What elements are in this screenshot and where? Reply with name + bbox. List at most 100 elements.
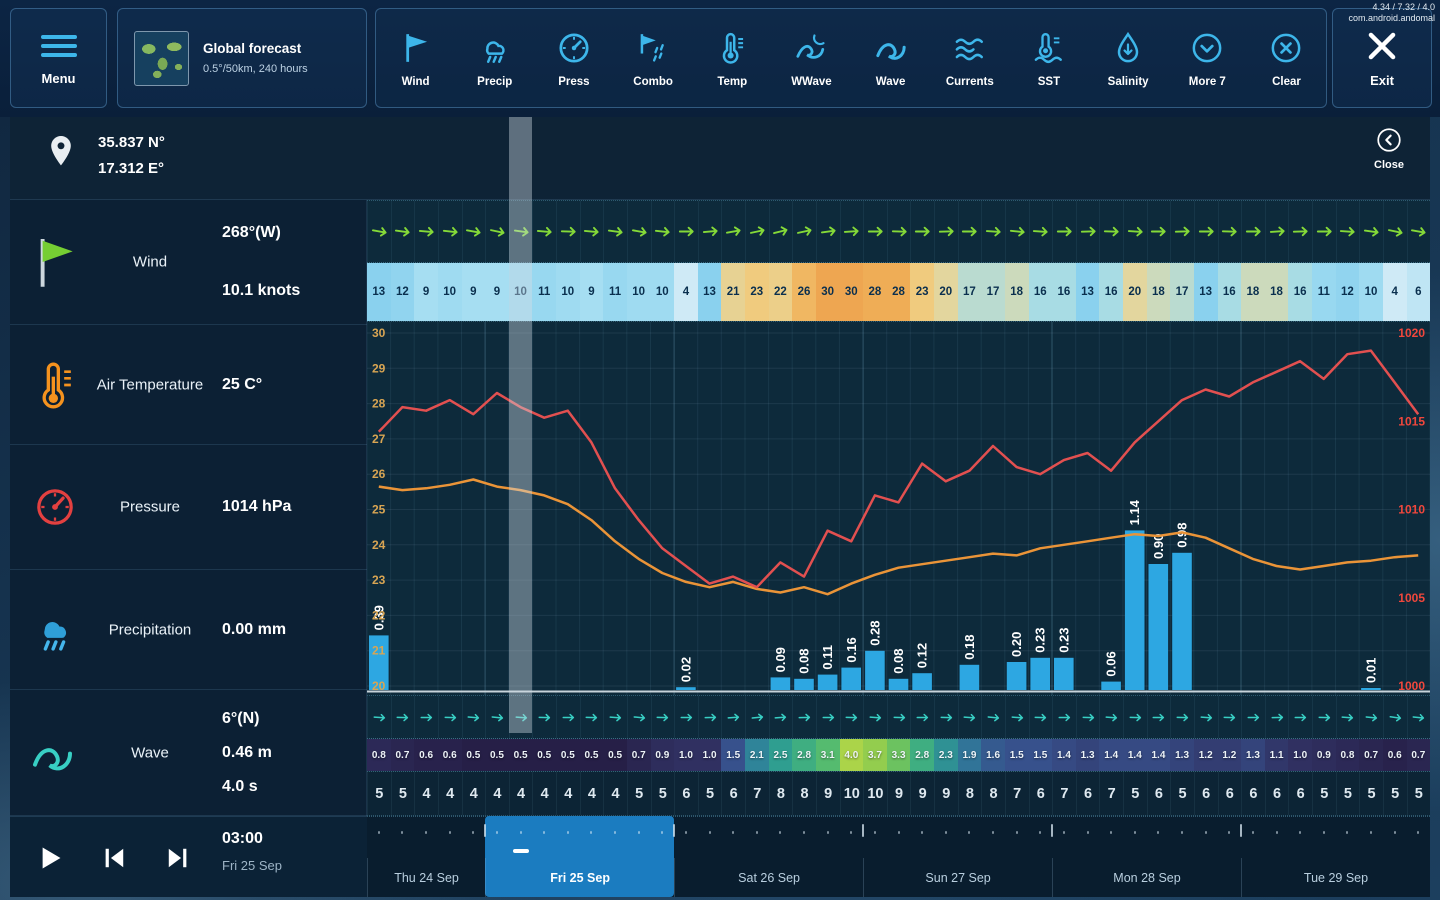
pressure-line xyxy=(378,478,1419,596)
close-button[interactable]: Close xyxy=(1374,126,1404,171)
forecast-title: Global forecast xyxy=(203,41,302,56)
precip-bar xyxy=(1054,657,1074,690)
toolbar-button-more[interactable]: More 7 xyxy=(1168,9,1247,107)
wave-direction-arrow xyxy=(839,696,864,738)
wave-height-cell: 0.5 xyxy=(485,739,509,771)
wind-speed-cell: 9 xyxy=(485,263,509,321)
wind-speed-cell: 16 xyxy=(1288,263,1312,321)
timeline-tick xyxy=(1275,831,1278,834)
wave-period-cell: 5 xyxy=(1312,772,1336,815)
wave-period-value: 4.0 s xyxy=(222,777,258,795)
toolbar-button-temp[interactable]: Temp xyxy=(693,9,772,107)
layer-toolbar: Wind Precip Press Combo Temp WWave Wave Current… xyxy=(375,8,1327,108)
timeline-tick xyxy=(826,831,829,834)
forecast-text: Global forecast 0.5°/50km, 240 hours xyxy=(203,41,308,75)
wind-direction-arrow xyxy=(1146,201,1171,262)
wave-height-cell: 0.5 xyxy=(579,739,604,771)
timeline-selected-day[interactable] xyxy=(485,816,675,897)
toolbar-button-sst[interactable]: SST xyxy=(1009,9,1088,107)
wave-direction-arrow xyxy=(1288,696,1312,738)
wave-height-cell: 2.1 xyxy=(745,739,769,771)
toolbar-button-salinity[interactable]: Salinity xyxy=(1089,9,1168,107)
precip-bar-label: 0.98 xyxy=(1175,522,1190,547)
timeline-day-boundary-tick xyxy=(1240,824,1242,837)
play-button[interactable] xyxy=(34,842,66,874)
sidebar-row-wave[interactable]: Wave 6°(N) 0.46 m 4.0 s xyxy=(10,690,367,816)
wave-period-cell: 6 xyxy=(1288,772,1312,815)
day-label[interactable]: Tue 29 Sep xyxy=(1241,858,1430,897)
timeline-current-marker[interactable] xyxy=(512,849,529,853)
toolbar-button-combo[interactable]: Combo xyxy=(614,9,693,107)
timeline-scrubber[interactable] xyxy=(367,816,1430,858)
toolbar-button-currents[interactable]: Currents xyxy=(930,9,1009,107)
wave-direction-arrow xyxy=(1241,696,1265,738)
menu-button[interactable]: Menu xyxy=(10,8,107,108)
wave-period-cell: 5 xyxy=(1406,772,1431,815)
wind-speed-cell: 17 xyxy=(957,263,982,321)
wave-direction-arrow xyxy=(721,696,745,738)
wave-direction-arrow xyxy=(1382,696,1407,738)
wind-direction-arrow xyxy=(1004,201,1029,262)
playback-bar: 03:00 Fri 25 Sep xyxy=(10,816,367,897)
toolbar-button-wwave[interactable]: WWave xyxy=(772,9,851,107)
debug-info: 4.34 / 7.32 / 4.0 xyxy=(1372,2,1435,12)
timeline-tick xyxy=(614,831,616,834)
wave-height-cell: 1.6 xyxy=(981,739,1005,771)
toolbar-button-clear[interactable]: Clear xyxy=(1247,9,1326,107)
precip-bar xyxy=(1172,552,1192,690)
day-label[interactable]: Sat 26 Sep xyxy=(674,858,863,897)
sidebar-row-air-temperature[interactable]: Air Temperature 25 C° xyxy=(10,325,367,445)
wave-direction-arrow xyxy=(768,696,793,738)
wave-height-cell: 1.3 xyxy=(1170,739,1194,771)
timeline-day-boundary-tick xyxy=(1051,824,1053,837)
toolbar-button-wind[interactable]: Wind xyxy=(376,9,455,107)
wave-period-cell: 6 xyxy=(1264,772,1289,815)
precip-bar-label: 0.08 xyxy=(891,648,906,673)
wave-direction-arrow xyxy=(981,696,1005,738)
wave-direction-arrow xyxy=(792,696,816,738)
wind-speed-value: 10.1 knots xyxy=(222,282,301,299)
precip-bar xyxy=(888,678,909,690)
skip-back-button[interactable] xyxy=(98,842,130,874)
precip-bar-label: 0.18 xyxy=(962,634,977,659)
wave-height-cell: 2.8 xyxy=(910,739,934,771)
exit-button[interactable]: Exit xyxy=(1332,8,1432,108)
timeline-tick xyxy=(1086,831,1089,834)
wave-period-cell: 5 xyxy=(390,772,415,815)
wave-direction-arrow xyxy=(390,696,415,738)
day-label[interactable]: Sun 27 Sep xyxy=(863,858,1052,897)
wind-speed-cell: 28 xyxy=(863,263,887,321)
toolbar-button-press[interactable]: Press xyxy=(534,9,613,107)
toolbar-button-precip[interactable]: Precip xyxy=(455,9,534,107)
wind-speed-cell: 16 xyxy=(1052,263,1076,321)
wave-direction-arrow xyxy=(508,696,533,738)
forecast-model-button[interactable]: Global forecast 0.5°/50km, 240 hours xyxy=(117,8,367,108)
wind-speed-cell: 10 xyxy=(650,263,675,321)
sidebar-row-precipitation[interactable]: Precipitation 0.00 mm xyxy=(10,570,367,690)
sidebar-row-wind[interactable]: Wind 268°(W) 10.1 knots xyxy=(10,200,367,325)
wave-height-cell: 0.6 xyxy=(414,739,438,771)
day-label[interactable]: Fri 25 Sep xyxy=(485,858,674,897)
wave-direction-arrow xyxy=(1264,696,1289,738)
timeline-tick xyxy=(1322,831,1325,834)
wave-height-cell: 0.7 xyxy=(1406,739,1430,771)
day-label[interactable]: Thu 24 Sep xyxy=(367,858,485,897)
sidebar-row-pressure[interactable]: Pressure 1014 hPa xyxy=(10,445,367,570)
day-label[interactable]: Mon 28 Sep xyxy=(1052,858,1241,897)
toolbar-button-wave[interactable]: Wave xyxy=(851,9,930,107)
wave-direction-arrow xyxy=(863,696,887,738)
precipitation-row-label: Precipitation xyxy=(108,621,192,638)
wave-direction-arrow xyxy=(1099,696,1123,738)
wind-direction-arrow xyxy=(1335,201,1360,262)
precip-bar-label: 0.39 xyxy=(371,605,386,630)
wave-period-cell: 9 xyxy=(910,772,934,815)
wave-period-cell: 9 xyxy=(886,772,911,815)
skip-forward-button[interactable] xyxy=(162,842,194,874)
wind-direction-arrow xyxy=(839,201,864,262)
close-label: Close xyxy=(1374,159,1404,171)
wind-speed-cell: 18 xyxy=(1146,263,1171,321)
wave-direction-arrow xyxy=(1075,696,1100,738)
timeline-tick xyxy=(873,831,876,834)
wind-direction-arrow xyxy=(745,201,769,262)
latitude-value: 35.837 N° xyxy=(98,134,165,151)
